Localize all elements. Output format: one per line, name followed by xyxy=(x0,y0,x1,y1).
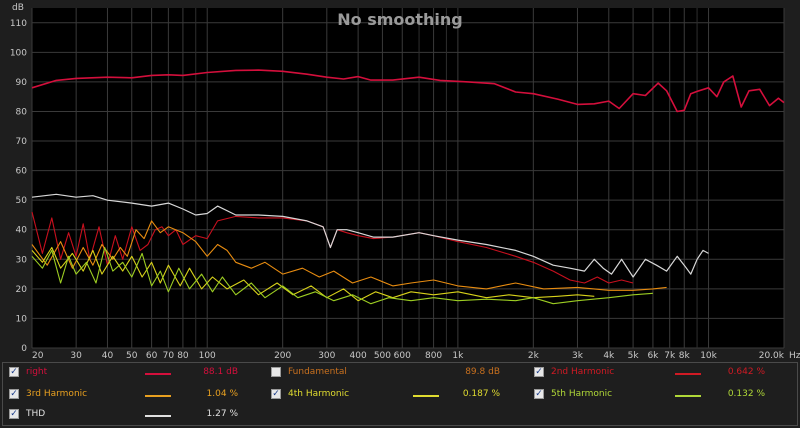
y-tick-label: 60 xyxy=(16,167,28,177)
x-tick-label: 8k xyxy=(679,351,691,361)
legend-item-right: ✓ right 88.1 dB xyxy=(9,364,243,382)
x-tick-label: 500 xyxy=(374,351,391,361)
x-tick-label: 100 xyxy=(199,351,216,361)
legend-checkbox-2nd-harmonic[interactable]: ✓ xyxy=(534,367,544,377)
series-line-5th-harmonic xyxy=(31,246,653,305)
series-line-thd xyxy=(31,193,709,278)
legend-swatch xyxy=(675,373,701,375)
y-tick-label: 40 xyxy=(16,226,28,236)
series-line-3rd-harmonic xyxy=(31,220,667,291)
legend-checkbox-3rd-harmonic[interactable]: ✓ xyxy=(9,389,19,399)
legend-item-2nd-harmonic: ✓ 2nd Harmonic 0.642 % xyxy=(534,364,770,382)
legend-label: 2nd Harmonic xyxy=(551,367,615,377)
series-line-4th-harmonic xyxy=(31,246,595,302)
legend-checkbox-5th-harmonic[interactable]: ✓ xyxy=(534,389,544,399)
legend-value: 1.27 % xyxy=(206,409,238,419)
x-tick-label: 50 xyxy=(126,351,138,361)
y-tick-label: 80 xyxy=(16,107,28,117)
x-tick-label: 4k xyxy=(603,351,615,361)
y-tick-label: 10 xyxy=(16,314,28,324)
x-tick-label: 20.0k xyxy=(759,351,785,361)
y-tick-label: 20 xyxy=(16,285,28,295)
x-tick-label: 70 xyxy=(163,351,175,361)
legend-swatch xyxy=(145,395,171,397)
legend-swatch xyxy=(675,395,701,397)
legend-checkbox-fundamental[interactable] xyxy=(271,367,281,377)
legend-value: 0.642 % xyxy=(727,367,765,377)
legend-label: right xyxy=(26,367,48,377)
y-axis-label: dB xyxy=(12,3,24,13)
legend-item-4th-harmonic: ✓ 4th Harmonic 0.187 % xyxy=(271,386,505,404)
legend-label: 4th Harmonic xyxy=(288,389,350,399)
x-tick-label: 20 xyxy=(32,351,44,361)
y-tick-label: 110 xyxy=(10,19,27,29)
legend-label: Fundamental xyxy=(288,367,347,377)
x-tick-label: 5k xyxy=(628,351,640,361)
grid xyxy=(31,8,785,349)
legend-value: 0.132 % xyxy=(727,389,765,399)
plot-area xyxy=(32,8,784,348)
y-tick-label: 70 xyxy=(16,137,28,147)
legend: ✓ right 88.1 dB Fundamental 89.8 dB ✓ 2nd Harm… xyxy=(2,362,798,426)
x-tick-label: 2k xyxy=(528,351,540,361)
chart-title: No smoothing xyxy=(337,10,463,29)
legend-checkbox-4th-harmonic[interactable]: ✓ xyxy=(271,389,281,399)
y-tick-label: 100 xyxy=(10,48,27,58)
x-tick-label: 6k xyxy=(647,351,659,361)
legend-label: 3rd Harmonic xyxy=(26,389,88,399)
x-tick-label: 3k xyxy=(572,351,584,361)
y-tick-label: 90 xyxy=(16,78,28,88)
legend-swatch xyxy=(413,395,439,397)
x-tick-label: 800 xyxy=(425,351,442,361)
legend-value: 0.187 % xyxy=(462,389,500,399)
x-tick-label: 80 xyxy=(177,351,189,361)
legend-checkbox-thd[interactable]: ✓ xyxy=(9,409,19,419)
y-tick-label: 50 xyxy=(16,196,28,206)
x-tick-label: 400 xyxy=(350,351,367,361)
series-line-2nd-harmonic xyxy=(31,211,634,284)
y-tick-label: 0 xyxy=(21,344,27,354)
series-line-right xyxy=(31,69,785,113)
legend-label: 5th Harmonic xyxy=(551,389,613,399)
legend-swatch xyxy=(145,415,171,417)
x-tick-label: 7k xyxy=(664,351,676,361)
legend-value: 89.8 dB xyxy=(465,367,500,377)
legend-label: THD xyxy=(26,409,46,419)
y-tick-label: 30 xyxy=(16,255,28,265)
legend-item-3rd-harmonic: ✓ 3rd Harmonic 1.04 % xyxy=(9,386,243,404)
x-tick-label: 600 xyxy=(394,351,411,361)
legend-item-fundamental: Fundamental 89.8 dB xyxy=(271,364,505,382)
x-tick-label: 30 xyxy=(70,351,82,361)
legend-checkbox-right[interactable]: ✓ xyxy=(9,367,19,377)
x-tick-label: 200 xyxy=(274,351,291,361)
series-lines xyxy=(31,69,785,305)
x-tick-label: 40 xyxy=(102,351,114,361)
x-tick-label: 60 xyxy=(146,351,158,361)
y-tick-labels: 0 10 20 30 40 50 60 70 80 90 100 110 xyxy=(10,19,27,354)
x-tick-label: 300 xyxy=(318,351,335,361)
x-axis-unit: Hz xyxy=(789,351,800,361)
x-tick-label: 1k xyxy=(452,351,464,361)
x-tick-labels: 20 30 40 50 60 70 80 100 200 300 400 500 600 800 1k 2k 3… xyxy=(32,351,785,361)
legend-value: 1.04 % xyxy=(206,389,238,399)
legend-item-thd: ✓ THD 1.27 % xyxy=(9,406,243,424)
legend-swatch xyxy=(145,373,171,375)
legend-item-5th-harmonic: ✓ 5th Harmonic 0.132 % xyxy=(534,386,770,404)
legend-value: 88.1 dB xyxy=(203,367,238,377)
x-tick-label: 10k xyxy=(700,351,717,361)
